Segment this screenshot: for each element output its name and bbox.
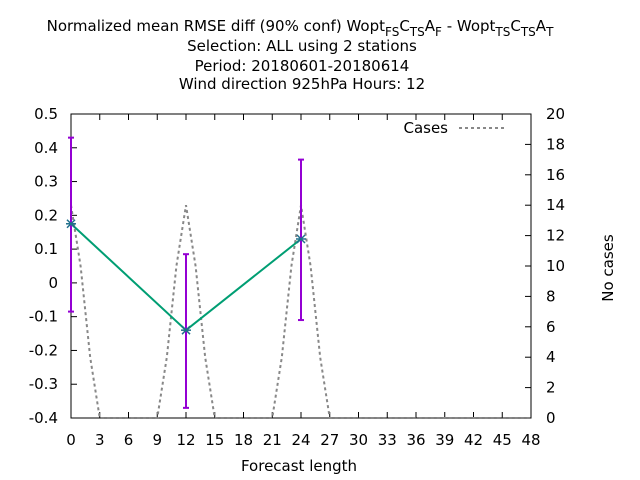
x-tick-label: 39: [435, 431, 454, 449]
x-tick-label: 24: [291, 431, 310, 449]
x-tick-label: 48: [521, 431, 540, 449]
x-axis-label: Forecast length: [241, 457, 357, 475]
x-tick-label: 45: [493, 431, 512, 449]
y2-tick-label: 10: [546, 257, 565, 275]
y-tick-label: -0.2: [29, 341, 58, 359]
title-subscript: T: [545, 25, 554, 39]
x-tick-label: 9: [152, 431, 162, 449]
title-fragment: Wopt: [346, 17, 385, 35]
title-fragment: C: [399, 17, 409, 35]
x-tick-label: 12: [176, 431, 195, 449]
x-tick-label: 33: [378, 431, 397, 449]
y2-axis-label: No cases: [599, 234, 617, 302]
x-tick-label: 27: [320, 431, 339, 449]
data-point: [66, 219, 76, 229]
legend: Cases: [403, 119, 506, 137]
y2-tick-label: 12: [546, 227, 565, 245]
y2-axis: 0 2 4 6 8 10 12 14 16 18 20: [525, 105, 565, 427]
title-line-3: Period: 20180601-20180614: [195, 57, 410, 75]
x-axis: 0 3 6 9 12 15 18 21 24 27 30 33 36 39 42 45 48: [66, 114, 541, 449]
y2-tick-label: 2: [546, 379, 556, 397]
y-tick-label: -0.4: [29, 409, 58, 427]
series-layer: [66, 136, 531, 419]
chart-title: Normalized mean RMSE diff (90% conf) Wop…: [47, 17, 554, 93]
y2-tick-label: 20: [546, 105, 565, 123]
x-tick-label: 30: [349, 431, 368, 449]
y-tick-label: 0.1: [34, 240, 58, 258]
y2-tick-label: 0: [546, 409, 556, 427]
y-tick-label: -0.1: [29, 308, 58, 326]
y-tick-label: -0.3: [29, 375, 58, 393]
title-fragment: C: [510, 17, 520, 35]
y2-tick-label: 14: [546, 196, 565, 214]
y-tick-label: 0.2: [34, 206, 58, 224]
y-tick-label: 0.5: [34, 105, 58, 123]
title-fragment: A: [425, 17, 436, 35]
title-fragment: A: [536, 17, 547, 35]
legend-label-cases: Cases: [403, 119, 448, 137]
title-fragment: - Wopt: [442, 17, 496, 35]
title-line-1: Normalized mean RMSE diff (90% conf) Wop…: [47, 17, 554, 39]
x-tick-label: 18: [234, 431, 253, 449]
y2-tick-label: 16: [546, 166, 565, 184]
title-subscript: TS: [494, 25, 510, 39]
x-tick-label: 42: [464, 431, 483, 449]
title-subscript: FS: [385, 25, 399, 39]
x-tick-label: 3: [95, 431, 105, 449]
y-tick-label: 0: [48, 274, 58, 292]
data-point: [296, 234, 306, 244]
y2-tick-label: 18: [546, 135, 565, 153]
title-subscript: TS: [409, 25, 425, 39]
x-tick-label: 6: [124, 431, 134, 449]
x-tick-label: 36: [406, 431, 425, 449]
y-tick-label: 0.4: [34, 139, 58, 157]
y2-tick-label: 6: [546, 318, 556, 336]
y-axis: -0.4 -0.3 -0.2 -0.1 0 0.1 0.2 0.3 0.4 0.5: [29, 105, 77, 427]
title-subscript: TS: [520, 25, 536, 39]
x-tick-label: 21: [263, 431, 282, 449]
data-point: [181, 325, 191, 335]
title-prefix: Normalized mean RMSE diff (90% conf): [47, 17, 347, 35]
title-line-4: Wind direction 925hPa Hours: 12: [179, 75, 425, 93]
y2-tick-label: 4: [546, 348, 556, 366]
x-tick-label: 15: [205, 431, 224, 449]
y-tick-label: 0.3: [34, 173, 58, 191]
y2-tick-label: 8: [546, 287, 556, 305]
x-tick-label: 0: [66, 431, 76, 449]
title-line-2: Selection: ALL using 2 stations: [187, 37, 417, 55]
title-subscript: F: [435, 25, 442, 39]
